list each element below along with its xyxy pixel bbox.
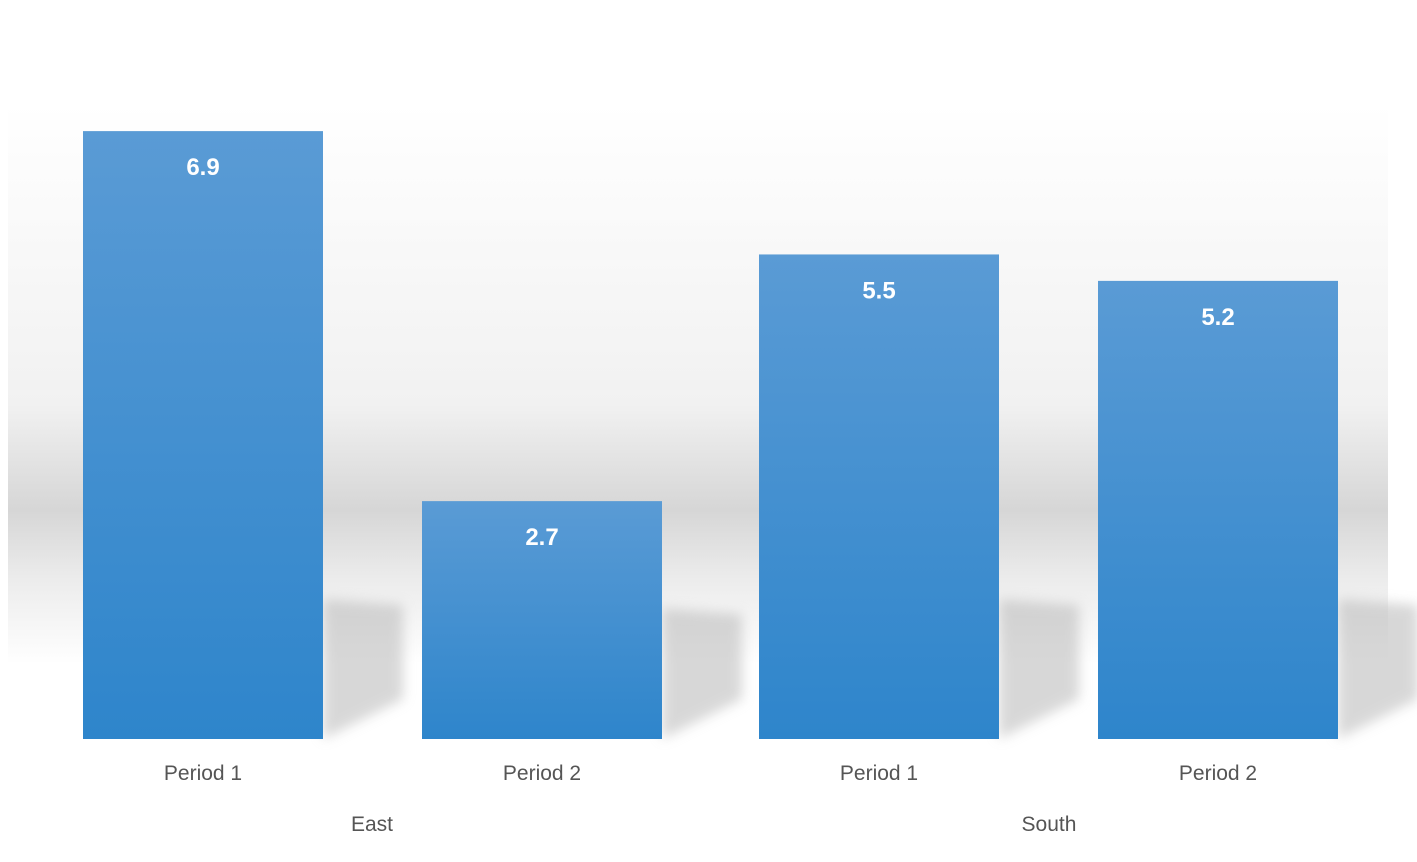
category-label: Period 1 <box>840 762 918 785</box>
data-label: 5.5 <box>862 277 895 304</box>
group-label: South <box>1022 813 1077 836</box>
group-labels: East South <box>351 813 1076 836</box>
bar-south-period-1 <box>759 254 999 739</box>
bar-east-period-1 <box>83 131 323 740</box>
category-label: Period 1 <box>164 762 242 785</box>
data-label: 6.9 <box>186 154 219 181</box>
bar-shadows <box>323 599 1417 739</box>
bar-shadow <box>1338 599 1417 739</box>
category-labels: Period 1 Period 2 Period 1 Period 2 <box>164 762 1257 785</box>
bar-south-period-2 <box>1098 280 1338 739</box>
group-label: East <box>351 813 393 836</box>
bar-shadow <box>662 608 742 739</box>
bars <box>83 131 1338 740</box>
category-label: Period 2 <box>503 762 581 785</box>
data-label: 5.2 <box>1201 304 1234 331</box>
bar-shadow <box>323 599 403 739</box>
bar-east-period-2 <box>422 501 662 739</box>
category-label: Period 2 <box>1179 762 1257 785</box>
bar-shadow <box>999 599 1079 739</box>
data-labels: 6.9 2.7 5.5 5.2 <box>186 154 1234 551</box>
data-label: 2.7 <box>525 524 558 551</box>
